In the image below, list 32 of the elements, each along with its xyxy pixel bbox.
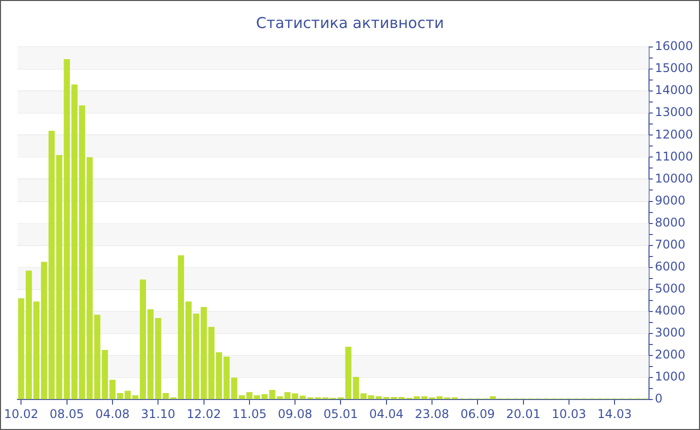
y-tick-label: 10000 bbox=[654, 171, 694, 186]
y-tick-label: 3000 bbox=[654, 326, 686, 340]
chart-title: Статистика активности bbox=[256, 14, 444, 32]
y-tick-label: 0 bbox=[654, 392, 662, 406]
y-tick-label: 1000 bbox=[654, 370, 686, 384]
y-tick-label: 13000 bbox=[654, 105, 694, 120]
x-tick-label: 11.05 bbox=[232, 406, 267, 421]
x-tick-label: 20.01 bbox=[506, 406, 540, 421]
y-tick-label: 12000 bbox=[654, 127, 694, 142]
y-tick-label: 7000 bbox=[654, 237, 686, 252]
y-tick-label: 11000 bbox=[654, 149, 694, 164]
x-tick-label: 10.02 bbox=[4, 406, 38, 421]
y-tick-label: 5000 bbox=[654, 282, 686, 296]
y-tick-label: 15000 bbox=[654, 61, 694, 76]
x-tick-label: 04.04 bbox=[369, 406, 404, 421]
y-tick-label: 4000 bbox=[654, 304, 686, 318]
x-tick-label: 14.03 bbox=[597, 406, 632, 421]
x-tick-label: 12.02 bbox=[186, 406, 221, 421]
y-tick-label: 16000 bbox=[654, 39, 694, 54]
x-tick-label: 06.09 bbox=[460, 406, 495, 421]
x-tick-label: 08.05 bbox=[50, 406, 84, 421]
x-tick-label: 05.01 bbox=[324, 406, 358, 421]
y-tick-label: 9000 bbox=[654, 193, 686, 208]
x-tick-label: 04.08 bbox=[95, 406, 130, 421]
x-tick-label: 23.08 bbox=[414, 406, 450, 421]
y-tick-label: 14000 bbox=[654, 83, 694, 98]
x-tick-label: 31.10 bbox=[140, 406, 176, 421]
y-tick-label: 2000 bbox=[654, 348, 686, 362]
y-tick-label: 6000 bbox=[654, 260, 686, 274]
x-tick-label: 09.08 bbox=[278, 406, 312, 421]
x-tick-label: 10.03 bbox=[552, 406, 586, 421]
y-tick-label: 8000 bbox=[654, 215, 686, 230]
